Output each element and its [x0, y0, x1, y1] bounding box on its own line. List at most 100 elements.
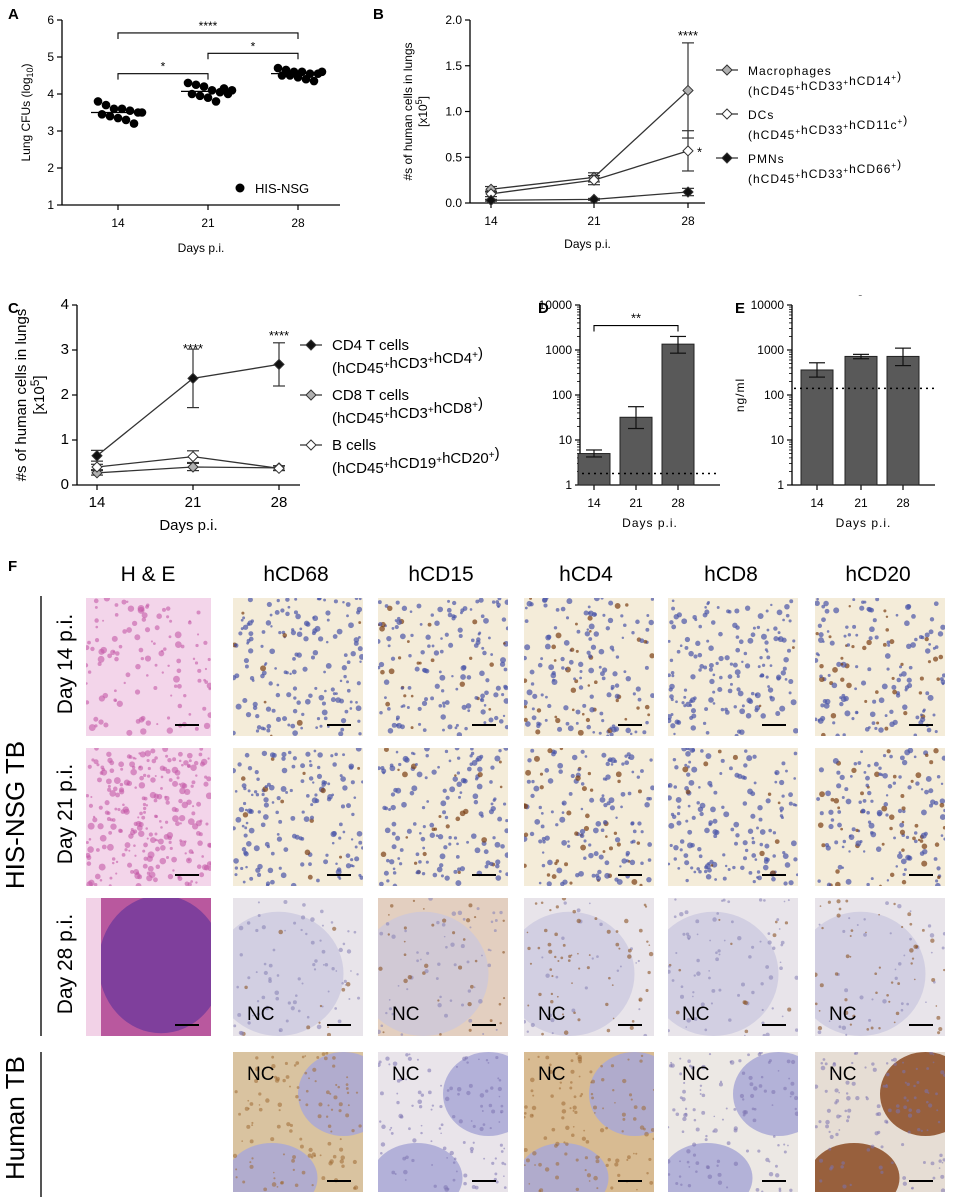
tissue-cell [904, 1081, 907, 1084]
data-point [682, 186, 694, 198]
data-point [187, 450, 199, 463]
tissue-cell [379, 931, 384, 936]
tissue-cell [681, 1097, 686, 1102]
tissue-cell [134, 854, 137, 857]
tissue-cell [867, 607, 873, 613]
tissue-cell [538, 1162, 542, 1167]
tissue-cell [859, 995, 864, 1000]
tissue-cell [851, 1081, 856, 1086]
tissue-cell [924, 1089, 929, 1094]
tissue-cell [234, 790, 238, 793]
tissue-cell [644, 704, 650, 710]
tissue-cell [573, 1011, 576, 1015]
tissue-cell [781, 1015, 784, 1018]
tissue-cell [300, 779, 305, 784]
tissue-cell [252, 705, 258, 711]
tissue-cell [284, 1061, 288, 1066]
tissue-cell [94, 748, 99, 751]
tissue-cell [456, 842, 459, 846]
tissue-cell [546, 881, 552, 886]
tissue-cell [166, 615, 170, 619]
tissue-cell [897, 853, 903, 859]
tissue-cell [464, 726, 468, 731]
tissue-cell [241, 783, 247, 789]
tissue-cell [878, 1027, 881, 1030]
tissue-cell [919, 676, 924, 681]
tissue-cell [355, 705, 362, 712]
tissue-cell [631, 1019, 635, 1023]
tissue-cell [393, 787, 398, 793]
tissue-cell [139, 751, 146, 758]
tissue-cell [700, 749, 704, 753]
tissue-cell [345, 863, 352, 869]
tissue-cell [478, 598, 484, 603]
tissue-cell [899, 829, 906, 835]
tissue-cell [929, 933, 935, 938]
tissue-cell [528, 1183, 531, 1185]
tissue-cell [574, 679, 579, 684]
legend-marker [305, 439, 317, 451]
tissue-cell [727, 900, 731, 904]
tissue-cell [921, 809, 927, 816]
tissue-cell [444, 1187, 449, 1192]
tissue-cell [821, 732, 826, 736]
tissue-cell [434, 683, 440, 689]
tissue-cell [138, 782, 146, 789]
tissue-cell [324, 689, 327, 693]
tissue-cell [270, 1137, 275, 1142]
tissue-cell [632, 692, 636, 696]
tissue-cell [284, 929, 286, 932]
tissue-cell [712, 1130, 715, 1133]
tissue-cell [529, 602, 534, 607]
tissue-cell [834, 840, 839, 845]
tissue-cell [132, 829, 138, 834]
tissue-cell [250, 793, 254, 797]
tissue-cell [406, 706, 410, 710]
tissue-cell [598, 854, 604, 860]
tissue-cell [456, 771, 461, 775]
tissue-cell [593, 598, 600, 602]
tissue-cell [841, 1025, 847, 1031]
tissue-cell [462, 917, 466, 921]
tissue-cell [698, 668, 702, 672]
histology-image-hcd20-row3: NC [815, 898, 945, 1036]
tissue-cell [247, 598, 253, 603]
tissue-cell [245, 711, 252, 718]
tissue-cell [289, 1129, 293, 1133]
tissue-cell [766, 655, 771, 660]
tissue-cell [135, 718, 141, 724]
tissue-cell [587, 611, 591, 615]
histology-image-hcd8-row4: NC [668, 1052, 798, 1192]
tissue-cell [108, 831, 113, 835]
tissue-cell [330, 687, 335, 692]
tissue-cell [676, 820, 682, 826]
tissue-cell [570, 1081, 573, 1084]
tissue-cell [249, 809, 253, 813]
tissue-cell [555, 975, 559, 979]
tissue-cell [758, 1052, 763, 1055]
tissue-cell [206, 682, 211, 689]
tissue-cell [454, 726, 458, 730]
tissue-cell [176, 658, 182, 664]
tissue-cell [784, 921, 789, 925]
tissue-cell [901, 1142, 905, 1147]
tissue-region [524, 1143, 609, 1192]
tissue-cell [781, 794, 785, 798]
tissue-cell [721, 1118, 724, 1121]
tissue-cell [466, 840, 470, 844]
tissue-cell [882, 1084, 886, 1088]
tissue-cell [631, 839, 636, 844]
tissue-cell [579, 833, 585, 839]
chart-b-myeloid: 0.00.51.01.52.014 21 28#s of human cells i… [401, 13, 907, 251]
tissue-cell [440, 874, 444, 878]
tissue-cell [338, 1109, 342, 1113]
tissue-cell [784, 677, 788, 681]
tissue-cell [143, 842, 148, 848]
tissue-cell [682, 1089, 686, 1094]
tissue-cell [485, 678, 490, 683]
significance-bracket [117, 32, 299, 39]
tissue-cell [942, 825, 945, 830]
tissue-cell [341, 981, 344, 985]
tissue-cell [646, 1172, 649, 1175]
tissue-cell [146, 774, 151, 778]
